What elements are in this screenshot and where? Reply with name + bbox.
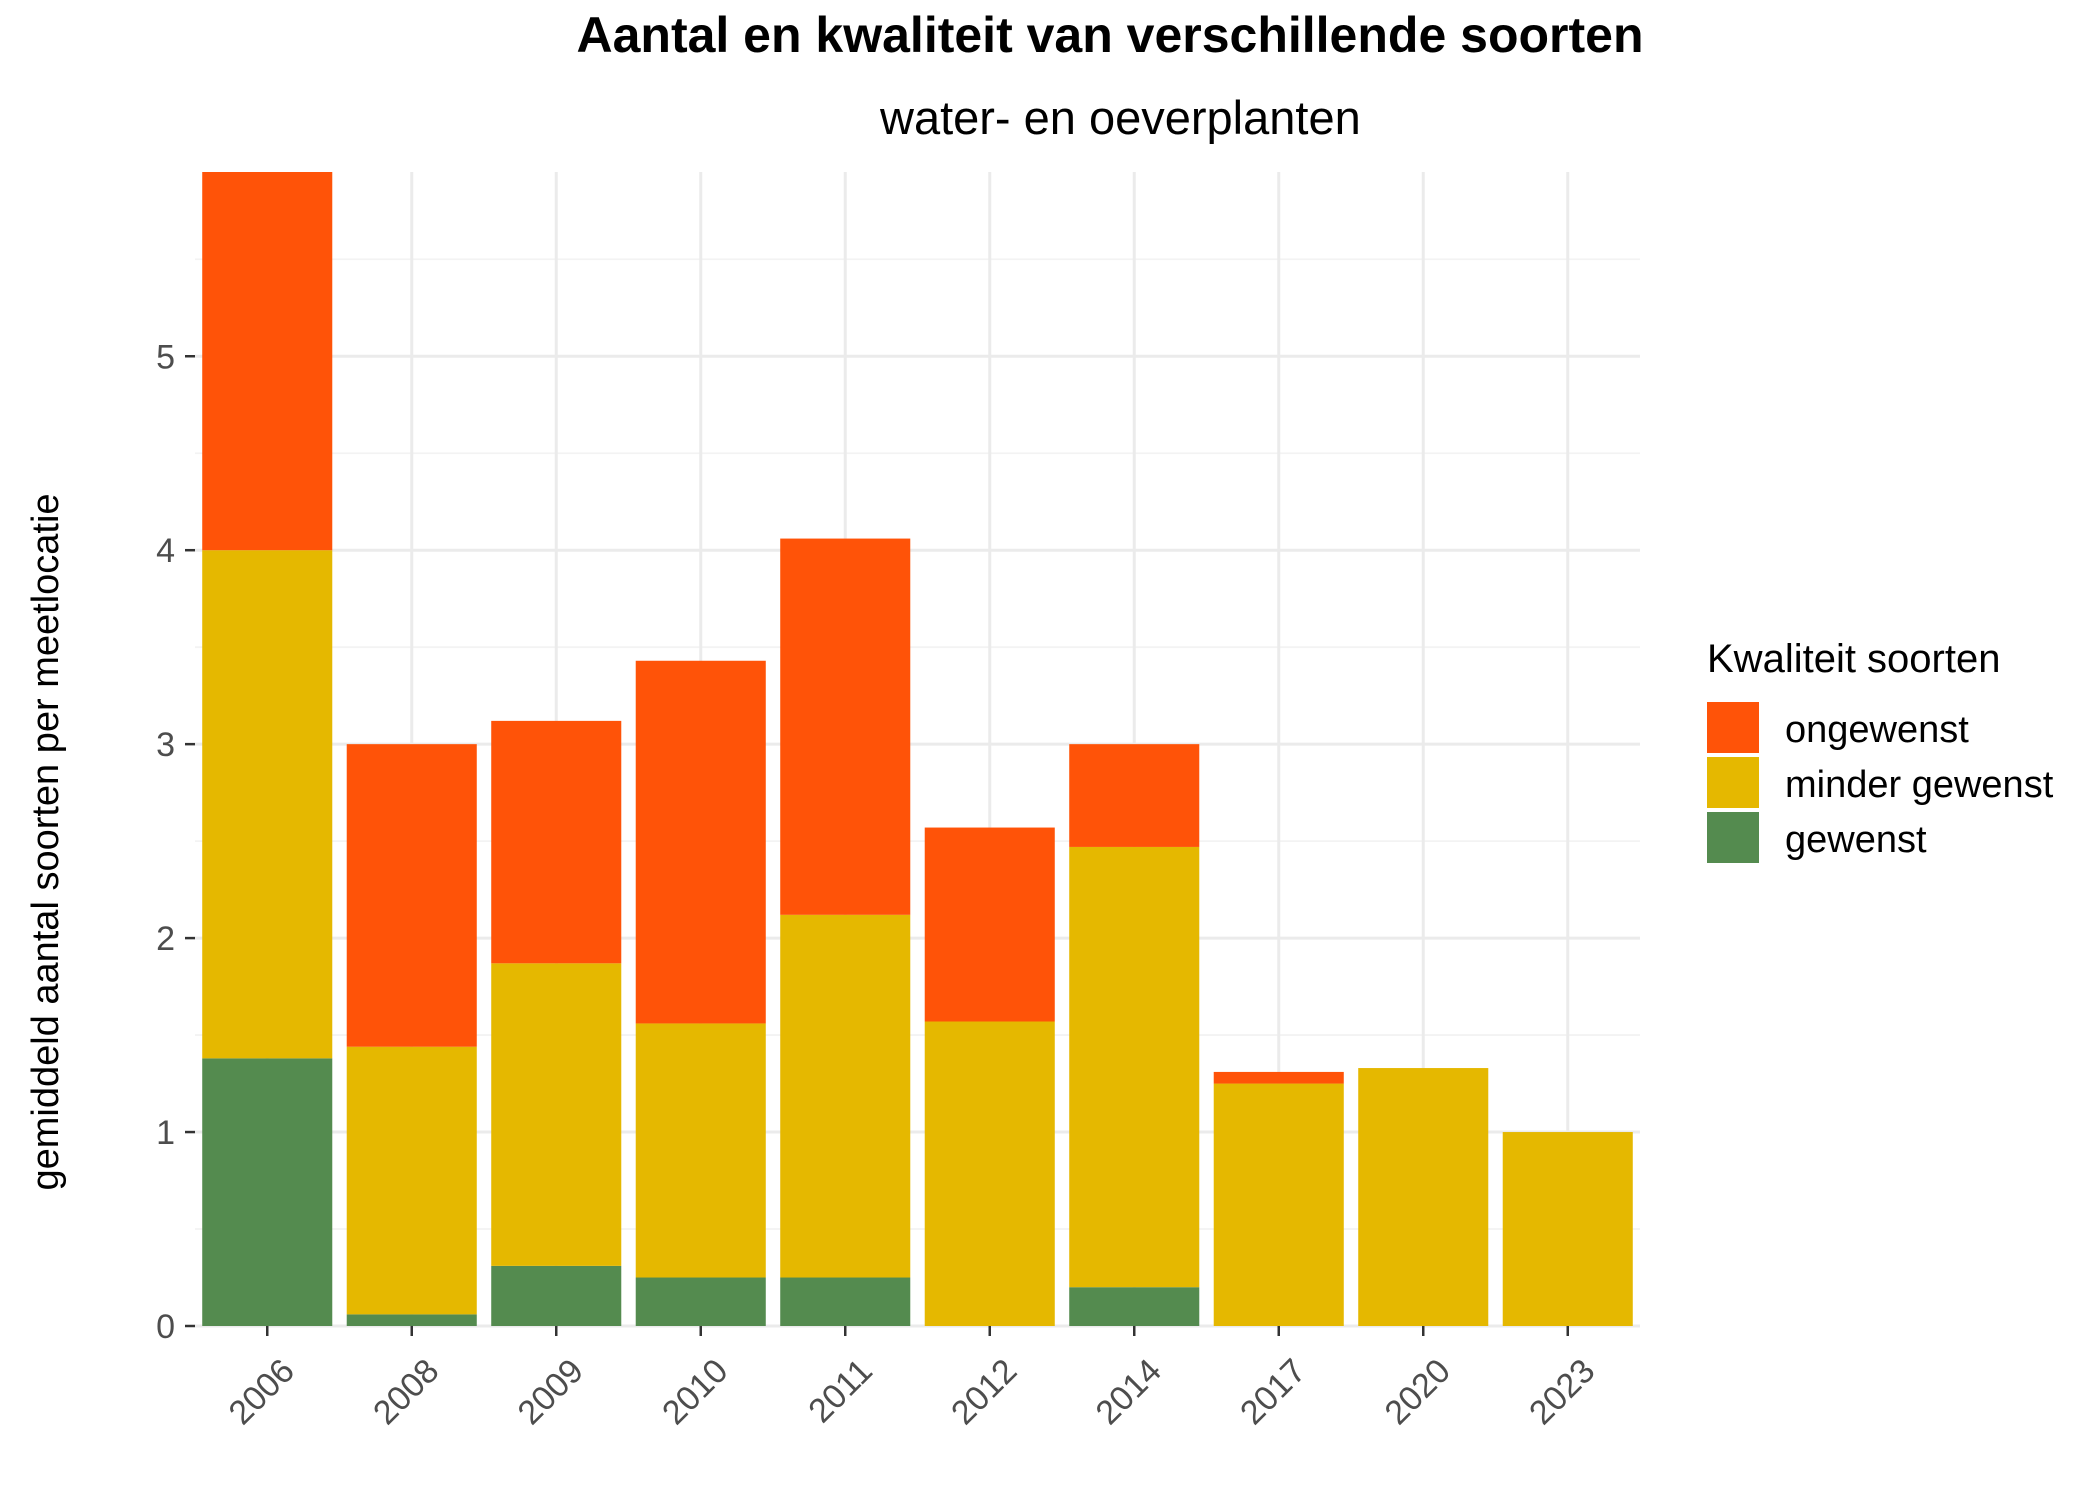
chart-title: Aantal en kwaliteit van verschillende so… xyxy=(576,7,1643,63)
x-tick-label: 2020 xyxy=(1378,1352,1458,1432)
x-tick-label: 2011 xyxy=(801,1352,880,1431)
x-tick-label: 2006 xyxy=(222,1352,302,1432)
bar-ongewenst-2014 xyxy=(1069,744,1200,847)
x-tick-label: 2012 xyxy=(944,1352,1024,1432)
bar-gewenst-2014 xyxy=(1069,1287,1200,1326)
legend-swatch-minder-gewenst xyxy=(1707,757,1759,808)
chart-subtitle: water- en oeverplanten xyxy=(879,91,1361,144)
bar-minder-gewenst-2008 xyxy=(346,1046,477,1315)
bar-ongewenst-2008 xyxy=(346,744,477,1047)
y-axis: 0 1 2 3 4 5 xyxy=(156,338,195,1346)
y-tick-label: 5 xyxy=(156,338,175,376)
x-tick-label: 2009 xyxy=(511,1352,591,1432)
x-axis: 2006 2008 2009 2010 2011 2012 2014 2017 2020 2023 xyxy=(222,1326,1602,1432)
bar-gewenst-2010 xyxy=(635,1277,766,1326)
bar-minder-gewenst-2023 xyxy=(1502,1132,1633,1326)
legend-label-minder-gewenst: minder gewenst xyxy=(1785,764,2054,806)
bar-minder-gewenst-2017 xyxy=(1213,1083,1344,1326)
x-tick-label: 2023 xyxy=(1522,1352,1602,1432)
y-tick-label: 4 xyxy=(156,532,175,570)
bar-minder-gewenst-2012 xyxy=(924,1021,1055,1326)
legend-swatch-gewenst xyxy=(1707,812,1759,863)
bar-minder-gewenst-2009 xyxy=(491,963,622,1266)
bar-ongewenst-2011 xyxy=(780,538,911,915)
y-tick-label: 2 xyxy=(156,920,175,958)
bar-ongewenst-2009 xyxy=(491,720,622,964)
legend-label-gewenst: gewenst xyxy=(1785,819,1927,861)
y-tick-label: 0 xyxy=(156,1308,175,1346)
bars xyxy=(202,172,1633,1326)
bar-ongewenst-2006 xyxy=(202,172,333,551)
y-tick-label: 3 xyxy=(156,726,175,764)
x-tick-label: 2017 xyxy=(1233,1352,1313,1432)
bar-minder-gewenst-2011 xyxy=(780,914,911,1278)
bar-gewenst-2009 xyxy=(491,1265,622,1326)
legend-title: Kwaliteit soorten xyxy=(1707,637,2000,681)
legend-swatch-ongewenst xyxy=(1707,702,1759,753)
legend: Kwaliteit soorten ongewenst minder gewen… xyxy=(1707,637,2054,863)
bar-ongewenst-2012 xyxy=(924,827,1055,1022)
bar-gewenst-2006 xyxy=(202,1058,333,1326)
bar-minder-gewenst-2010 xyxy=(635,1023,766,1278)
y-axis-label: gemiddeld aantal soorten per meetlocatie xyxy=(25,493,67,1190)
bar-gewenst-2011 xyxy=(780,1277,911,1326)
bar-ongewenst-2010 xyxy=(635,660,766,1024)
legend-label-ongewenst: ongewenst xyxy=(1785,709,1969,751)
bar-minder-gewenst-2020 xyxy=(1358,1068,1489,1326)
bar-gewenst-2008 xyxy=(346,1314,477,1326)
bar-minder-gewenst-2014 xyxy=(1069,846,1200,1288)
x-tick-label: 2014 xyxy=(1089,1352,1169,1432)
bar-ongewenst-2017 xyxy=(1213,1071,1344,1084)
y-tick-label: 1 xyxy=(156,1114,175,1152)
x-tick-label: 2008 xyxy=(366,1352,446,1432)
bar-minder-gewenst-2006 xyxy=(202,550,333,1059)
x-tick-label: 2010 xyxy=(655,1352,735,1432)
